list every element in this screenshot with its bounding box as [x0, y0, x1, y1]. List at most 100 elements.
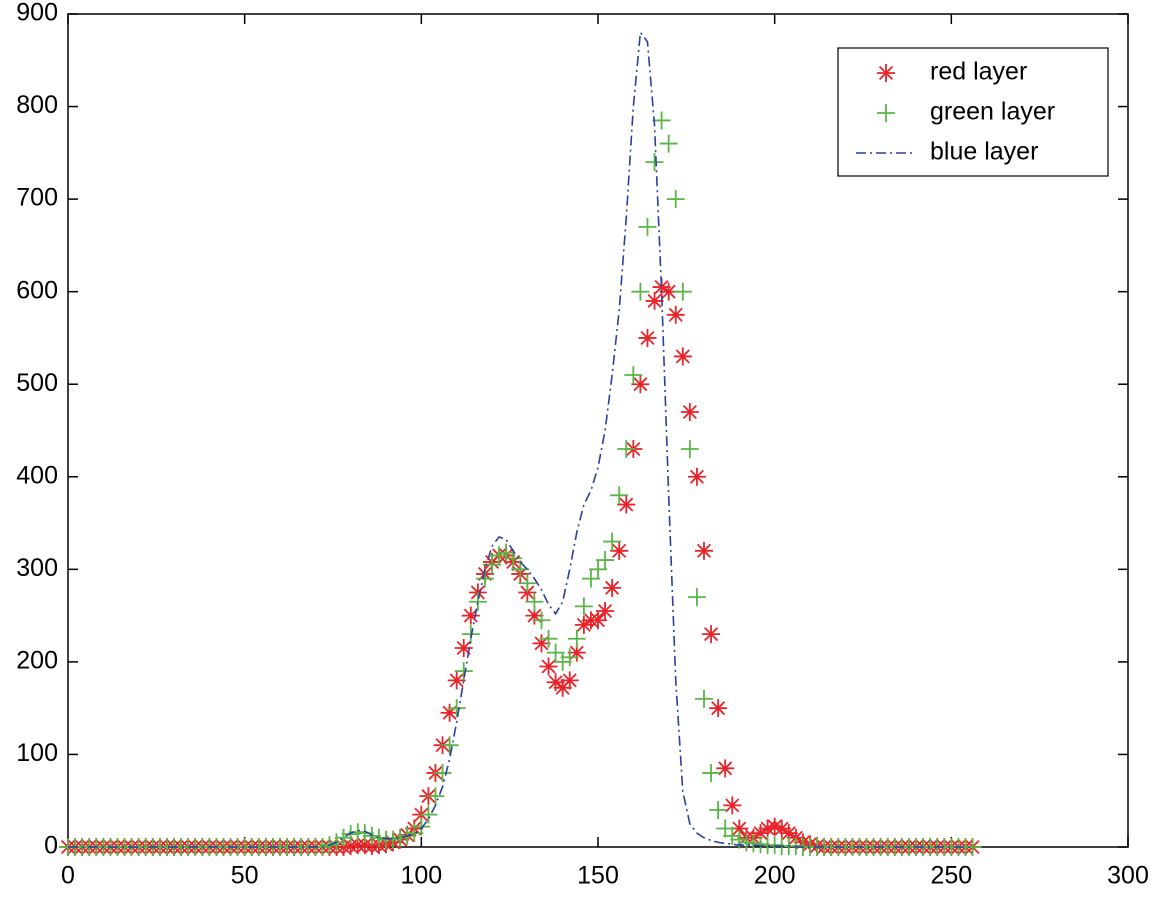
marker: [603, 532, 622, 551]
marker: [525, 606, 544, 625]
marker: [659, 282, 678, 301]
marker: [461, 625, 480, 644]
marker: [440, 703, 459, 722]
marker: [673, 347, 692, 366]
marker: [581, 569, 600, 588]
marker: [539, 657, 558, 676]
marker: [716, 759, 735, 778]
marker: [553, 652, 572, 671]
marker: [461, 606, 480, 625]
marker: [652, 278, 671, 297]
legend-marker: [877, 64, 895, 82]
x-tick-label: 0: [61, 862, 75, 890]
marker: [751, 835, 770, 854]
y-tick-label: 800: [16, 91, 58, 119]
marker: [532, 634, 551, 653]
marker: [539, 629, 558, 648]
x-tick-label: 200: [754, 862, 796, 890]
legend-marker: [877, 104, 895, 122]
marker: [765, 817, 784, 836]
marker: [355, 824, 374, 843]
marker: [709, 800, 728, 819]
marker: [723, 796, 742, 815]
marker: [645, 153, 664, 172]
y-tick-label: 200: [16, 646, 58, 674]
y-tick-label: 900: [16, 0, 58, 27]
marker: [596, 601, 615, 620]
series-line: [68, 30, 973, 848]
marker: [440, 736, 459, 755]
marker: [610, 486, 629, 505]
marker: [334, 838, 353, 856]
marker: [737, 833, 756, 852]
marker: [553, 678, 572, 697]
x-tick-label: 150: [577, 862, 619, 890]
marker: [546, 643, 565, 662]
marker: [532, 611, 551, 630]
marker: [391, 828, 410, 847]
marker: [518, 574, 537, 593]
marker: [334, 828, 353, 847]
marker: [666, 190, 685, 209]
marker: [468, 592, 487, 611]
y-tick-label: 600: [16, 276, 58, 304]
marker: [702, 625, 721, 644]
x-tick-label: 50: [231, 862, 259, 890]
marker: [687, 588, 706, 607]
marker: [758, 819, 777, 838]
marker: [963, 838, 982, 856]
y-tick-label: 0: [44, 832, 58, 860]
marker: [687, 467, 706, 486]
marker: [652, 111, 671, 130]
marker: [525, 592, 544, 611]
marker: [680, 440, 699, 459]
marker: [574, 615, 593, 634]
marker: [589, 611, 607, 630]
y-tick-label: 100: [16, 739, 58, 767]
marker: [610, 541, 629, 560]
marker: [730, 819, 749, 838]
marker: [426, 787, 445, 806]
x-tick-label: 100: [400, 862, 442, 890]
marker: [617, 495, 636, 514]
marker: [631, 282, 650, 301]
marker: [412, 817, 431, 836]
marker: [490, 546, 509, 565]
plot-frame: [67, 13, 1129, 848]
marker: [362, 837, 381, 856]
marker: [744, 834, 763, 853]
marker: [567, 643, 586, 662]
marker: [723, 826, 742, 845]
marker: [695, 541, 713, 560]
legend-label: red layer: [930, 58, 1027, 86]
legend-label: green layer: [930, 98, 1055, 126]
marker: [659, 134, 678, 153]
marker: [567, 629, 586, 648]
y-tick-label: 700: [16, 184, 58, 212]
marker: [779, 824, 798, 843]
marker: [447, 699, 466, 718]
marker: [546, 673, 565, 692]
marker: [518, 583, 537, 602]
marker: [638, 217, 657, 236]
marker: [617, 440, 636, 459]
marker: [454, 639, 473, 658]
marker: [631, 375, 650, 394]
marker: [596, 551, 615, 570]
marker: [645, 291, 664, 310]
marker: [716, 819, 735, 838]
marker: [574, 597, 593, 616]
marker: [695, 689, 713, 708]
marker: [702, 763, 721, 782]
marker: [589, 560, 607, 579]
marker: [560, 671, 579, 690]
marker: [447, 671, 466, 690]
marker: [765, 836, 784, 855]
marker: [666, 305, 685, 324]
marker: [638, 328, 657, 347]
x-tick-label: 250: [930, 862, 972, 890]
marker: [362, 826, 381, 845]
marker: [341, 837, 360, 856]
marker: [772, 819, 791, 838]
